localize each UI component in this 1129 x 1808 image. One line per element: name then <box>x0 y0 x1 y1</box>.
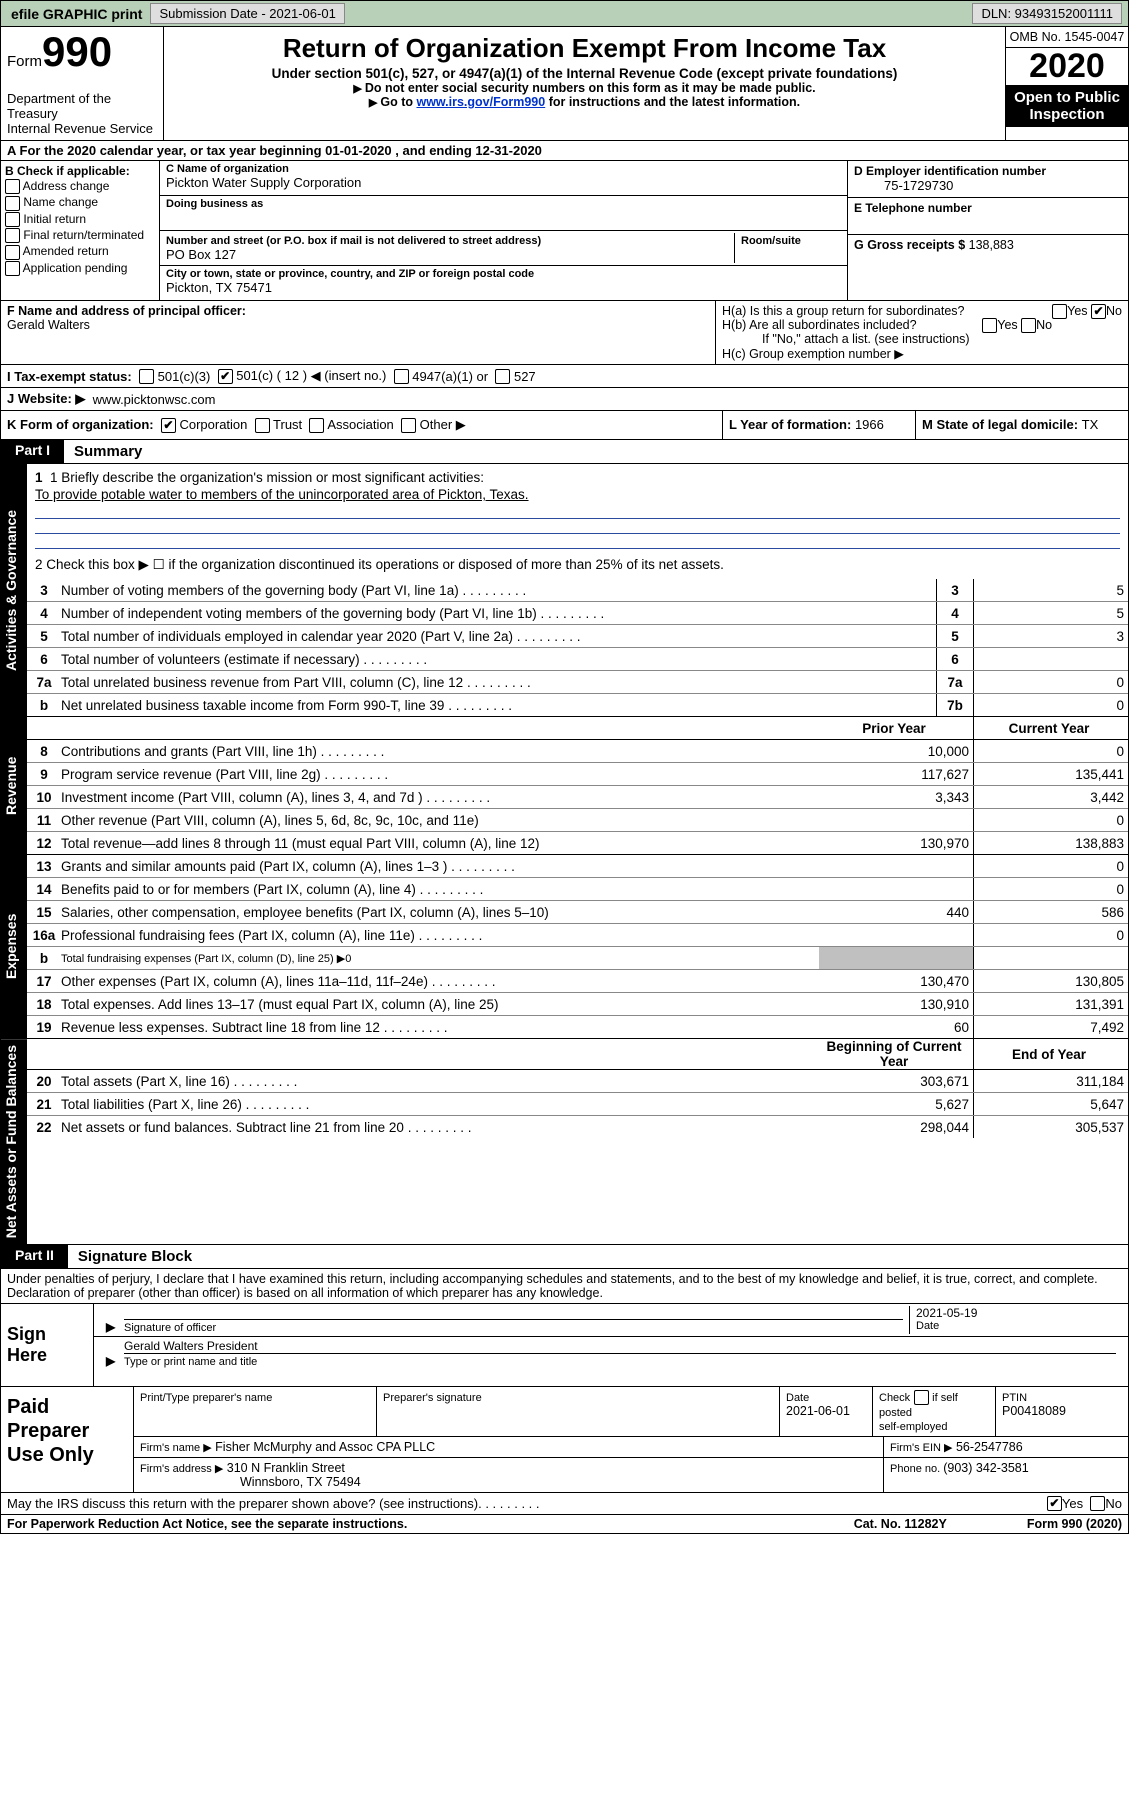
501c3-checkbox[interactable] <box>139 369 154 384</box>
col-h: H(a) Is this a group return for subordin… <box>715 301 1128 364</box>
k-form-of-org: K Form of organization: Corporation Trus… <box>1 411 723 439</box>
row-i-tax-status: I Tax-exempt status: 501(c)(3) 501(c) ( … <box>0 365 1129 388</box>
form-id-box: Form990 Department of the Treasury Inter… <box>1 27 164 140</box>
year-box: OMB No. 1545-0047 2020 Open to PublicIns… <box>1005 27 1128 140</box>
ha-no-checkbox[interactable] <box>1091 304 1106 319</box>
col-b: B Check if applicable: Address change Na… <box>1 161 160 300</box>
self-emp-checkbox[interactable] <box>914 1390 929 1405</box>
form-header: Form990 Department of the Treasury Inter… <box>0 27 1129 141</box>
assoc-checkbox[interactable] <box>309 418 324 433</box>
form-title: Return of Organization Exempt From Incom… <box>168 33 1001 64</box>
vtab-activities: Activities & Governance <box>1 464 27 716</box>
activities-governance-block: Activities & Governance 1 1 Briefly desc… <box>0 464 1129 717</box>
footer: For Paperwork Reduction Act Notice, see … <box>0 1515 1129 1534</box>
perjury-statement: Under penalties of perjury, I declare th… <box>0 1269 1129 1304</box>
trust-checkbox[interactable] <box>255 418 270 433</box>
row-f-h: F Name and address of principal officer:… <box>0 301 1129 365</box>
paid-preparer-block: Paid Preparer Use Only Print/Type prepar… <box>0 1387 1129 1493</box>
amended-checkbox[interactable] <box>5 245 20 260</box>
ein: 75-1729730 <box>854 178 1122 193</box>
other-checkbox[interactable] <box>401 418 416 433</box>
vtab-revenue: Revenue <box>1 717 27 854</box>
discuss-row: May the IRS discuss this return with the… <box>0 1493 1129 1515</box>
block-b-to-g: B Check if applicable: Address change Na… <box>0 161 1129 301</box>
form-title-box: Return of Organization Exempt From Incom… <box>164 27 1005 140</box>
city: Pickton, TX 75471 <box>166 280 841 295</box>
efile-label[interactable]: efile GRAPHIC print <box>5 6 148 22</box>
net-assets-block: Net Assets or Fund Balances Beginning of… <box>0 1039 1129 1245</box>
org-name: Pickton Water Supply Corporation <box>166 175 841 190</box>
mission: To provide potable water to members of t… <box>35 487 1120 502</box>
app-pending-checkbox[interactable] <box>5 261 20 276</box>
part-ii-header: Part II Signature Block <box>0 1245 1129 1269</box>
hb-no-checkbox[interactable] <box>1021 318 1036 333</box>
dln-btn[interactable]: DLN: 93493152001111 <box>972 3 1122 24</box>
ha-yes-checkbox[interactable] <box>1052 304 1067 319</box>
col-deg: D Employer identification number 75-1729… <box>847 161 1128 300</box>
principal-officer: Gerald Walters <box>7 318 90 332</box>
final-return-checkbox[interactable] <box>5 228 20 243</box>
row-j-website: J Website: ▶ www.picktonwsc.com <box>0 388 1129 411</box>
hb-yes-checkbox[interactable] <box>982 318 997 333</box>
website: www.picktonwsc.com <box>93 392 216 407</box>
4947-checkbox[interactable] <box>394 369 409 384</box>
vtab-expenses: Expenses <box>1 855 27 1038</box>
501c-checkbox[interactable] <box>218 369 233 384</box>
name-change-checkbox[interactable] <box>5 196 20 211</box>
col-f: F Name and address of principal officer:… <box>1 301 715 364</box>
m-state: M State of legal domicile: TX <box>916 411 1128 439</box>
col-c: C Name of organization Pickton Water Sup… <box>160 161 847 300</box>
vtab-netassets: Net Assets or Fund Balances <box>1 1039 27 1244</box>
sign-here-block: Sign Here ▶ Signature of officer 2021-05… <box>0 1304 1129 1387</box>
discuss-yes-checkbox[interactable] <box>1047 1496 1062 1511</box>
expenses-block: Expenses 13Grants and similar amounts pa… <box>0 855 1129 1039</box>
top-bar: efile GRAPHIC print Submission Date - 20… <box>0 0 1129 27</box>
submission-date-btn[interactable]: Submission Date - 2021-06-01 <box>150 3 344 24</box>
row-a: A For the 2020 calendar year, or tax yea… <box>0 141 1129 161</box>
initial-return-checkbox[interactable] <box>5 212 20 227</box>
street: PO Box 127 <box>166 247 236 262</box>
instructions-link[interactable]: www.irs.gov/Form990 <box>416 95 545 109</box>
l-year: L Year of formation: 1966 <box>723 411 916 439</box>
part-i-header: Part I Summary <box>0 440 1129 464</box>
gross-receipts: 138,883 <box>969 238 1014 252</box>
527-checkbox[interactable] <box>495 369 510 384</box>
discuss-no-checkbox[interactable] <box>1090 1496 1105 1511</box>
corp-checkbox[interactable] <box>161 418 176 433</box>
addr-change-checkbox[interactable] <box>5 179 20 194</box>
row-klm: K Form of organization: Corporation Trus… <box>0 411 1129 440</box>
revenue-block: Revenue Prior YearCurrent Year 8Contribu… <box>0 717 1129 855</box>
